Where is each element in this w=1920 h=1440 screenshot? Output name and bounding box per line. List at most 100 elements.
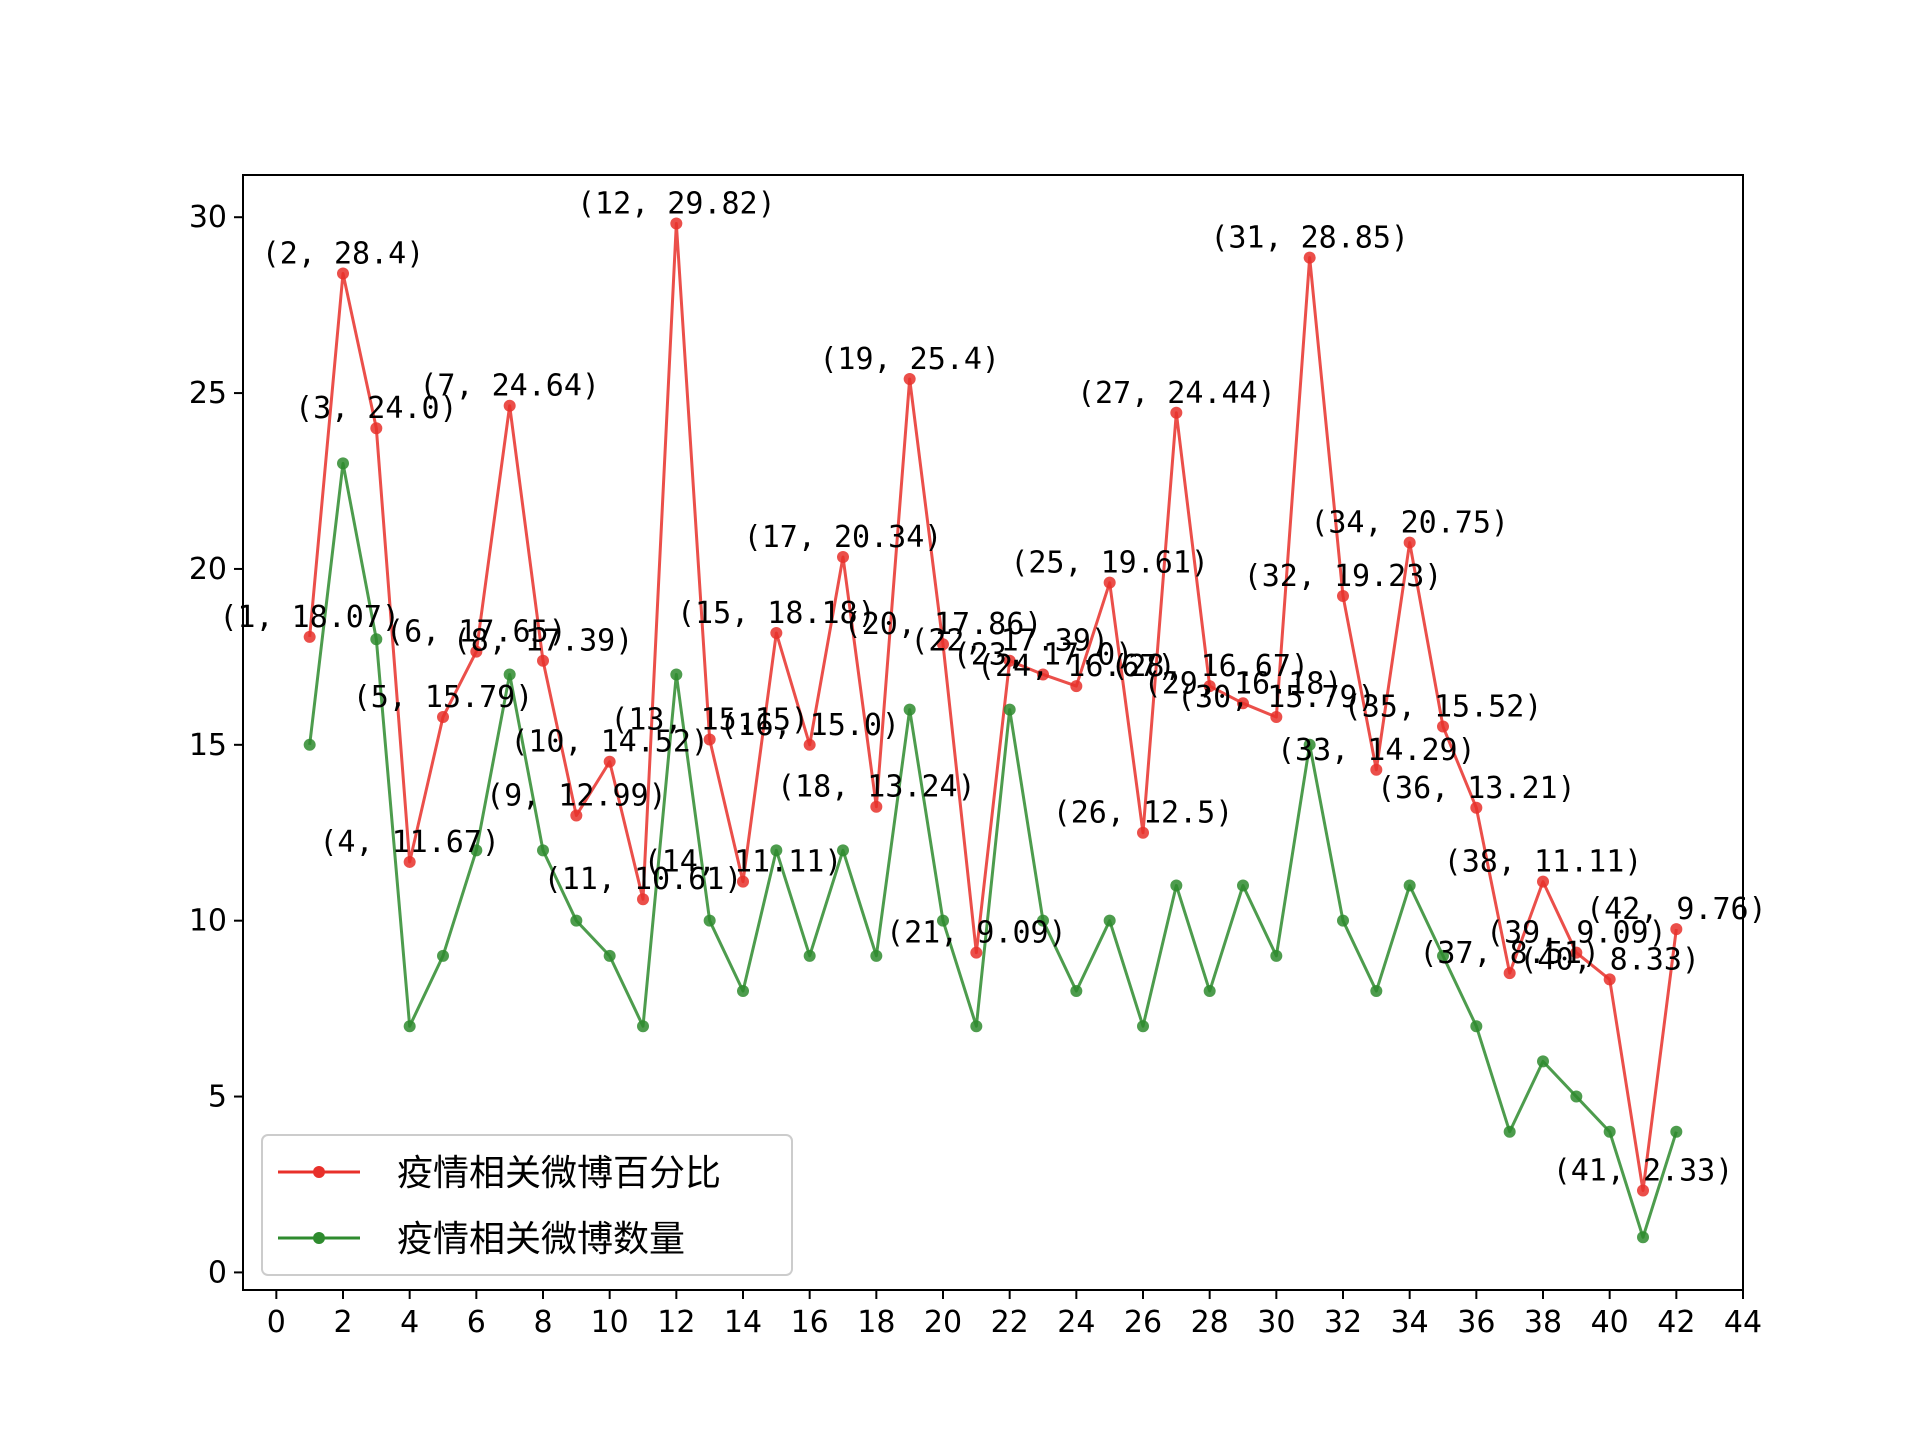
data-point	[537, 844, 549, 857]
data-label: (26, 12.5)	[1053, 796, 1234, 831]
data-label: (1, 18.07)	[219, 600, 400, 635]
data-label: (4, 11.67)	[319, 825, 500, 860]
data-label: (13, 15.15)	[610, 703, 809, 738]
data-point	[1270, 711, 1283, 724]
x-tick-label: 42	[1657, 1305, 1695, 1340]
data-point	[603, 755, 616, 768]
data-point	[437, 711, 449, 724]
data-point	[1203, 985, 1216, 998]
data-point	[470, 645, 483, 658]
data-point	[837, 550, 849, 563]
data-point	[303, 738, 316, 751]
data-point	[1137, 826, 1149, 839]
data-point	[1637, 1184, 1649, 1197]
x-tick-label: 8	[533, 1305, 552, 1340]
data-point	[437, 949, 449, 962]
x-tick-label: 2	[333, 1305, 352, 1340]
data-point	[1370, 985, 1383, 998]
data-label: (42, 9.76)	[1586, 892, 1767, 927]
data-point	[803, 949, 816, 962]
x-tick-label: 18	[857, 1305, 895, 1340]
data-point	[1303, 738, 1316, 751]
x-tick-label: 12	[657, 1305, 695, 1340]
plot-area	[242, 174, 1744, 1291]
data-point	[570, 914, 583, 927]
data-point	[1670, 1125, 1683, 1138]
x-tick-label: 20	[924, 1305, 962, 1340]
x-tick-label: 24	[1057, 1305, 1095, 1340]
legend-swatch-marker	[313, 1166, 325, 1178]
data-point	[503, 668, 516, 681]
data-point	[337, 457, 349, 470]
data-label: (19, 25.4)	[819, 342, 1000, 377]
data-label: (8, 17.39)	[453, 624, 634, 659]
data-point	[1103, 576, 1116, 589]
data-point	[670, 668, 683, 681]
data-label: (27, 24.44)	[1077, 376, 1276, 411]
data-point	[1003, 703, 1016, 716]
x-tick-label: 4	[400, 1305, 419, 1340]
data-point	[703, 914, 716, 927]
data-label: (20, 17.86)	[844, 607, 1043, 642]
data-label: (35, 15.52)	[1344, 690, 1543, 725]
x-tick-label: 40	[1591, 1305, 1629, 1340]
data-point	[337, 267, 349, 280]
data-point	[1403, 879, 1416, 892]
data-point	[503, 399, 516, 412]
x-tick-label: 44	[1724, 1305, 1762, 1340]
y-tick-label: 5	[208, 1080, 227, 1115]
legend-swatch-marker	[313, 1232, 325, 1244]
data-point	[1237, 697, 1249, 710]
data-point	[1237, 879, 1249, 892]
data-point	[770, 626, 783, 639]
data-label: (31, 28.85)	[1210, 221, 1409, 256]
data-label: (40, 8.33)	[1519, 942, 1700, 977]
data-point	[1303, 251, 1316, 264]
data-point	[1670, 923, 1683, 936]
data-point	[903, 373, 916, 386]
legend-box	[261, 1134, 793, 1276]
x-tick-label: 28	[1191, 1305, 1229, 1340]
y-tick-label: 30	[189, 200, 227, 235]
data-label: (5, 15.79)	[353, 680, 534, 715]
data-point	[470, 844, 483, 857]
data-label: (15, 18.18)	[677, 596, 876, 631]
data-point	[1270, 949, 1283, 962]
data-label: (11, 10.61)	[544, 862, 743, 897]
legend-label: 疫情相关微博数量	[397, 1219, 685, 1260]
data-point	[1337, 590, 1349, 603]
y-tick-label: 10	[189, 904, 227, 939]
data-point	[1537, 1055, 1549, 1068]
data-label: (28, 16.67)	[1110, 649, 1309, 684]
data-point	[1037, 914, 1049, 927]
y-axis: 0 5 10 15 20 25 30	[189, 200, 243, 1290]
data-point	[1470, 801, 1483, 814]
series-line-0	[308, 222, 1678, 1192]
x-tick-label: 38	[1524, 1305, 1562, 1340]
y-tick-label: 0	[208, 1255, 227, 1290]
data-point	[670, 217, 683, 230]
data-point	[970, 1020, 983, 1033]
y-tick-label: 25	[189, 376, 227, 411]
data-point	[803, 738, 816, 751]
data-point	[1070, 985, 1083, 998]
x-tick-label: 22	[991, 1305, 1029, 1340]
data-label: (32, 19.23)	[1244, 559, 1443, 594]
data-point	[1570, 946, 1583, 959]
data-point	[370, 633, 383, 646]
data-point	[970, 946, 983, 959]
legend-label: 疫情相关微博百分比	[397, 1153, 721, 1194]
x-tick-label: 16	[791, 1305, 829, 1340]
data-label: (16, 15.0)	[719, 708, 900, 743]
data-label: (22, 17.39)	[910, 624, 1109, 659]
data-point	[903, 703, 916, 716]
data-label: (34, 20.75)	[1310, 506, 1509, 541]
plot-frame	[242, 174, 1744, 1291]
x-tick-label: 0	[267, 1305, 286, 1340]
x-tick-label: 6	[467, 1305, 486, 1340]
data-label: (30, 15.79)	[1177, 680, 1376, 715]
data-point	[1537, 875, 1549, 888]
data-label: (24, 16.67)	[977, 649, 1176, 684]
data-point	[1337, 914, 1349, 927]
